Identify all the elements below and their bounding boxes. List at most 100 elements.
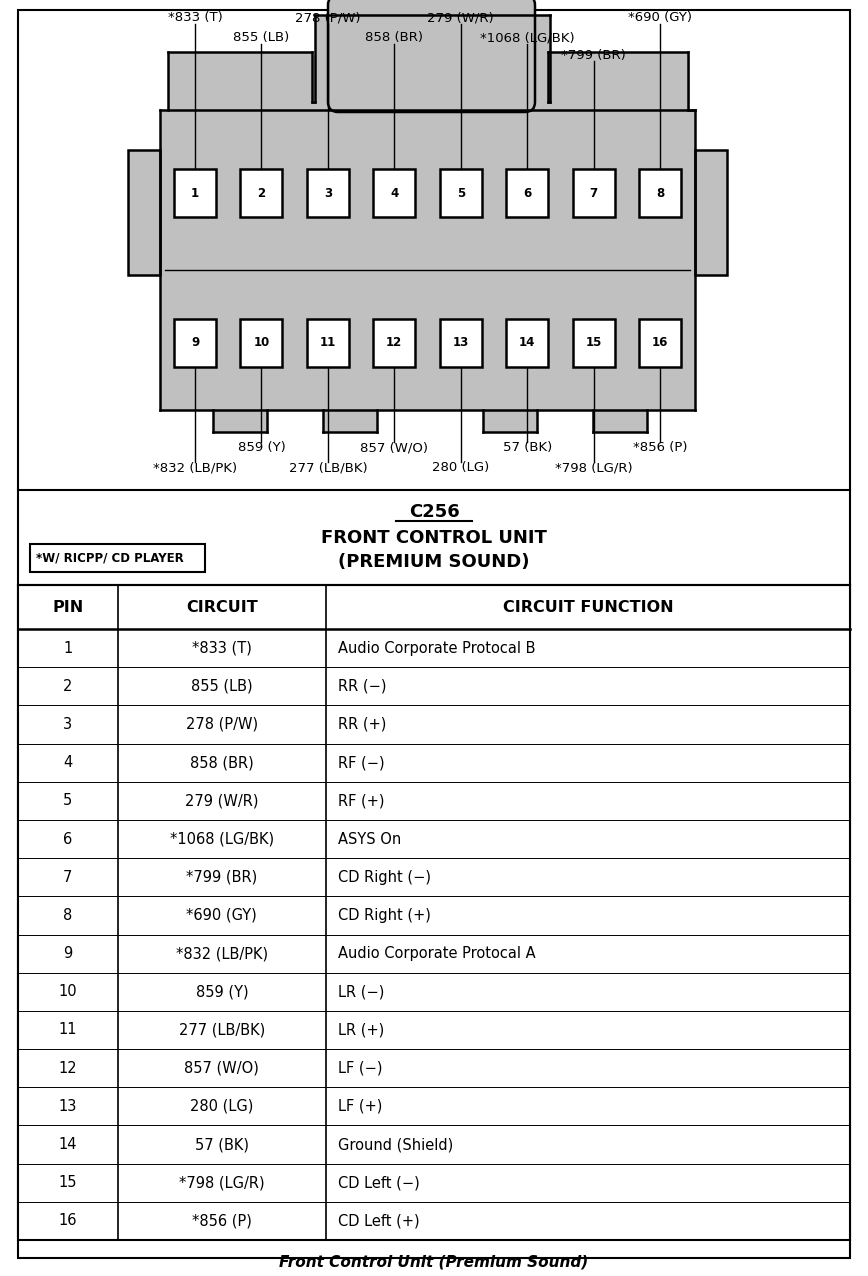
Text: 14: 14 [519, 337, 536, 350]
Text: 858 (BR): 858 (BR) [365, 32, 424, 45]
Text: *690 (GY): *690 (GY) [187, 909, 257, 923]
Text: *856 (P): *856 (P) [192, 1213, 252, 1229]
Bar [373, 170, 415, 217]
Text: 5: 5 [63, 794, 73, 808]
Bar [506, 170, 549, 217]
Text: 279 (W/R): 279 (W/R) [427, 11, 494, 24]
Text: CD Left (−): CD Left (−) [338, 1175, 419, 1191]
Text: CD Right (+): CD Right (+) [338, 909, 431, 923]
Bar [548, 52, 688, 110]
Bar [440, 170, 482, 217]
Text: 10: 10 [253, 337, 270, 350]
Text: 859 (Y): 859 (Y) [238, 441, 286, 454]
Text: 16: 16 [59, 1213, 77, 1229]
Text: 11: 11 [59, 1022, 77, 1037]
Bar [213, 410, 268, 433]
Text: 859 (Y): 859 (Y) [195, 984, 248, 999]
Bar [30, 544, 205, 572]
Bar [307, 170, 349, 217]
Text: Audio Corporate Protocal B: Audio Corporate Protocal B [338, 641, 536, 656]
Bar [128, 151, 160, 276]
Text: Front Control Unit (Premium Sound): Front Control Unit (Premium Sound) [279, 1254, 589, 1270]
Bar [170, 55, 315, 110]
Text: CD Left (+): CD Left (+) [338, 1213, 419, 1229]
Text: 857 (W/O): 857 (W/O) [184, 1060, 260, 1076]
Text: RF (+): RF (+) [338, 794, 385, 808]
Text: 6: 6 [523, 186, 531, 200]
Text: 6: 6 [63, 832, 73, 846]
Text: 13: 13 [59, 1099, 77, 1114]
Text: 2: 2 [63, 679, 73, 694]
Text: 1: 1 [191, 186, 199, 200]
Text: *798 (LG/R): *798 (LG/R) [555, 462, 633, 475]
Text: RR (+): RR (+) [338, 717, 386, 732]
Bar [240, 170, 282, 217]
Bar [18, 584, 850, 1240]
Text: LR (+): LR (+) [338, 1022, 384, 1037]
Bar [573, 170, 615, 217]
Bar [593, 410, 648, 433]
Text: 7: 7 [589, 186, 598, 200]
Text: 855 (LB): 855 (LB) [233, 32, 290, 45]
Text: 277 (LB/BK): 277 (LB/BK) [179, 1022, 265, 1037]
Bar [323, 410, 378, 433]
Bar [695, 151, 727, 276]
Text: 278 (P/W): 278 (P/W) [186, 717, 258, 732]
Text: *856 (P): *856 (P) [633, 441, 687, 454]
Text: CD Right (−): CD Right (−) [338, 870, 431, 884]
Text: *833 (T): *833 (T) [192, 641, 252, 656]
Bar [573, 319, 615, 366]
Text: 3: 3 [63, 717, 73, 732]
Text: *799 (BR): *799 (BR) [187, 870, 258, 884]
Text: 9: 9 [63, 946, 73, 961]
Text: 9: 9 [191, 337, 199, 350]
Bar [160, 110, 695, 410]
Text: CIRCUIT: CIRCUIT [186, 600, 258, 615]
Text: C256: C256 [409, 503, 459, 521]
Text: 855 (LB): 855 (LB) [191, 679, 253, 694]
Text: *832 (LB/PK): *832 (LB/PK) [153, 462, 237, 475]
Text: Audio Corporate Protocal A: Audio Corporate Protocal A [338, 946, 536, 961]
Text: 57 (BK): 57 (BK) [194, 1137, 249, 1152]
FancyBboxPatch shape [328, 0, 535, 112]
Bar [506, 319, 549, 366]
Text: 280 (LG): 280 (LG) [432, 462, 490, 475]
Text: 11: 11 [319, 337, 336, 350]
Bar [174, 319, 216, 366]
Text: *1068 (LG/BK): *1068 (LG/BK) [170, 832, 274, 846]
Text: 4: 4 [390, 186, 398, 200]
Text: *833 (T): *833 (T) [168, 11, 222, 24]
Text: CIRCUIT FUNCTION: CIRCUIT FUNCTION [503, 600, 674, 615]
Text: RF (−): RF (−) [338, 755, 385, 771]
Text: (PREMIUM SOUND): (PREMIUM SOUND) [339, 553, 529, 570]
Text: ASYS On: ASYS On [338, 832, 401, 846]
Bar [639, 170, 681, 217]
Text: 14: 14 [59, 1137, 77, 1152]
Bar [240, 319, 282, 366]
Text: 8: 8 [656, 186, 664, 200]
Text: *W/ RICPP/ CD PLAYER: *W/ RICPP/ CD PLAYER [36, 551, 184, 564]
Text: *832 (LB/PK): *832 (LB/PK) [176, 946, 268, 961]
Bar [168, 52, 312, 110]
Bar [315, 15, 550, 110]
Text: 57 (BK): 57 (BK) [503, 441, 552, 454]
Text: 857 (W/O): 857 (W/O) [360, 441, 428, 454]
Text: 15: 15 [585, 337, 602, 350]
Text: *690 (GY): *690 (GY) [628, 11, 692, 24]
Text: 8: 8 [63, 909, 73, 923]
Text: 15: 15 [59, 1175, 77, 1191]
Text: 10: 10 [59, 984, 77, 999]
Text: 13: 13 [452, 337, 469, 350]
Text: Ground (Shield): Ground (Shield) [338, 1137, 453, 1152]
Text: 4: 4 [63, 755, 73, 771]
Text: LR (−): LR (−) [338, 984, 385, 999]
Text: 2: 2 [258, 186, 266, 200]
Text: 279 (W/R): 279 (W/R) [185, 794, 259, 808]
Text: *799 (BR): *799 (BR) [562, 48, 626, 61]
Text: 280 (LG): 280 (LG) [190, 1099, 253, 1114]
Bar [483, 410, 538, 433]
Text: PIN: PIN [52, 600, 83, 615]
Bar [440, 319, 482, 366]
Bar [174, 170, 216, 217]
Text: LF (−): LF (−) [338, 1060, 382, 1076]
